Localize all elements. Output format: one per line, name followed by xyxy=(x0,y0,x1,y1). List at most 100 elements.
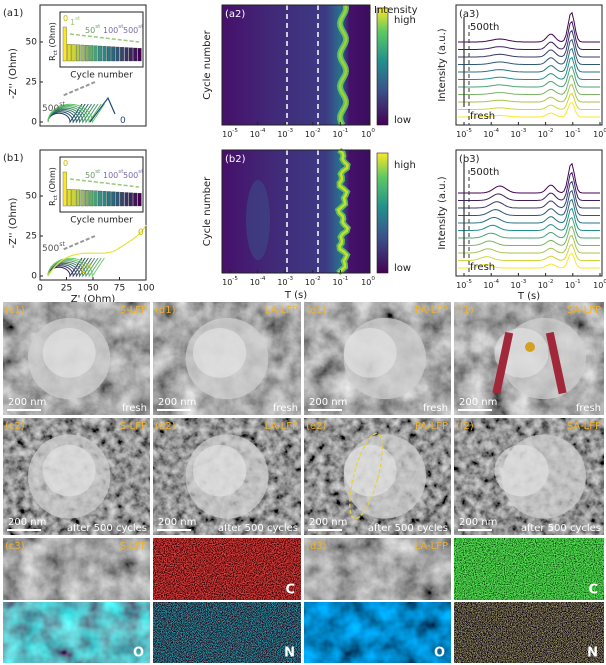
curve-note: 500st xyxy=(42,241,65,254)
eds-map xyxy=(304,538,451,600)
text-part: -5 xyxy=(466,279,472,285)
sample-label: SA-LFP xyxy=(567,421,601,432)
text-part: st xyxy=(86,263,92,270)
inset-bar xyxy=(89,45,94,62)
text-part: 10 xyxy=(456,130,466,139)
electrode xyxy=(492,331,514,395)
x-tick-label: 10-3 xyxy=(511,128,527,139)
text-part: 10 xyxy=(456,281,466,290)
text-part: R xyxy=(48,200,57,206)
label: low xyxy=(394,115,411,126)
element-label: C xyxy=(285,583,295,598)
text-part: st xyxy=(75,16,81,22)
label: Intensity xyxy=(374,5,418,16)
inset-note: 50st xyxy=(85,24,101,35)
scale-label: 200 nm xyxy=(309,517,347,528)
text-part: st xyxy=(118,169,124,175)
text-part: -5 xyxy=(466,128,472,134)
x-tick-label: 10-3 xyxy=(277,128,293,139)
label: fresh xyxy=(470,262,495,273)
text-part: 0 xyxy=(63,159,68,168)
inset-note: 0 xyxy=(63,159,68,168)
text-part: 500 xyxy=(123,171,138,180)
x-tick-label: 100 xyxy=(593,279,606,290)
label: 500th xyxy=(470,167,499,178)
text-part: 10 xyxy=(565,281,575,290)
text-part: 0 xyxy=(603,128,606,134)
particle xyxy=(192,444,247,497)
text-part: ct xyxy=(53,194,59,200)
text-part: -4 xyxy=(494,128,500,134)
x-tick-label: 10-5 xyxy=(222,276,238,287)
inset-bar xyxy=(106,191,111,207)
axes-frame xyxy=(455,149,603,277)
curve-note: 0 xyxy=(120,116,126,126)
text-part: 10 xyxy=(333,130,343,139)
x-tick-label: 10-4 xyxy=(483,128,499,139)
label: high xyxy=(394,15,416,26)
text-part: 10 xyxy=(361,130,371,139)
text-part: -2 xyxy=(548,279,554,285)
axes-frame xyxy=(221,4,371,126)
y-tick-label: 50 xyxy=(26,192,38,202)
element-label: O xyxy=(133,646,144,661)
inset-bar xyxy=(120,47,124,62)
condition-label: after 500 cycles xyxy=(521,523,601,534)
label: Cycle number xyxy=(202,176,213,246)
text-part: 10 xyxy=(305,130,315,139)
x-tick-label: 10-3 xyxy=(277,276,293,287)
text-part: 1 xyxy=(80,266,86,276)
x-tick-label: 0 xyxy=(37,284,43,294)
inset-bar xyxy=(120,192,124,207)
label: Cycle number xyxy=(202,29,213,99)
inset-bar xyxy=(62,26,67,62)
text-part: 10 xyxy=(483,281,493,290)
panel-label: (c2) xyxy=(5,421,25,432)
x-tick-label: 10-1 xyxy=(333,128,349,139)
text-part: -2 xyxy=(315,128,321,134)
x-tick-label: 10-2 xyxy=(305,276,321,287)
text-part: 10 xyxy=(593,281,603,290)
sample-label: LA-LFP xyxy=(265,421,298,432)
text-part: 10 xyxy=(361,278,371,287)
scale-label: 200 nm xyxy=(158,397,196,408)
text-part: 0 xyxy=(138,228,144,238)
particle xyxy=(42,327,96,378)
inset-bar xyxy=(93,45,98,62)
drt-curve xyxy=(458,38,600,65)
inset-note: 50st xyxy=(85,169,101,180)
eds-map xyxy=(153,538,301,600)
label: Rct (Ohm) xyxy=(48,22,59,61)
text-part: 10 xyxy=(483,130,493,139)
text-part: 0 xyxy=(63,14,68,23)
text-part: 50 xyxy=(85,26,95,35)
label: fresh xyxy=(470,111,495,122)
text-part: 500 xyxy=(42,104,59,114)
inset-bar xyxy=(62,171,67,207)
text-part: -1 xyxy=(575,279,581,285)
particle xyxy=(192,327,247,378)
text-part: -3 xyxy=(288,128,294,134)
inset-bar xyxy=(111,46,116,62)
ion xyxy=(525,342,535,352)
sample-label: SA-LFP xyxy=(567,305,601,316)
label: -Z'' (Ohm) xyxy=(8,48,19,99)
inset-bar xyxy=(67,189,72,207)
inset-bar xyxy=(76,44,80,62)
drt-curve xyxy=(458,252,600,269)
label: low xyxy=(394,263,411,274)
drt-curve xyxy=(458,180,600,209)
sample-label: LA-LFP xyxy=(415,541,448,552)
y-tick-label: 25 xyxy=(26,78,37,88)
sample-label: PA-LFP xyxy=(415,305,448,316)
condition-label: after 500 cycles xyxy=(67,523,147,534)
drt-curve xyxy=(458,198,600,224)
label: Cycle number xyxy=(70,216,133,226)
drt-curve xyxy=(458,65,600,88)
x-tick-label: 10-4 xyxy=(483,279,499,290)
label: (b1) xyxy=(3,153,24,164)
condition-label: fresh xyxy=(576,403,601,414)
label: Rct (Ohm) xyxy=(48,167,59,206)
colorbar xyxy=(376,7,389,126)
eds-map xyxy=(454,602,604,663)
